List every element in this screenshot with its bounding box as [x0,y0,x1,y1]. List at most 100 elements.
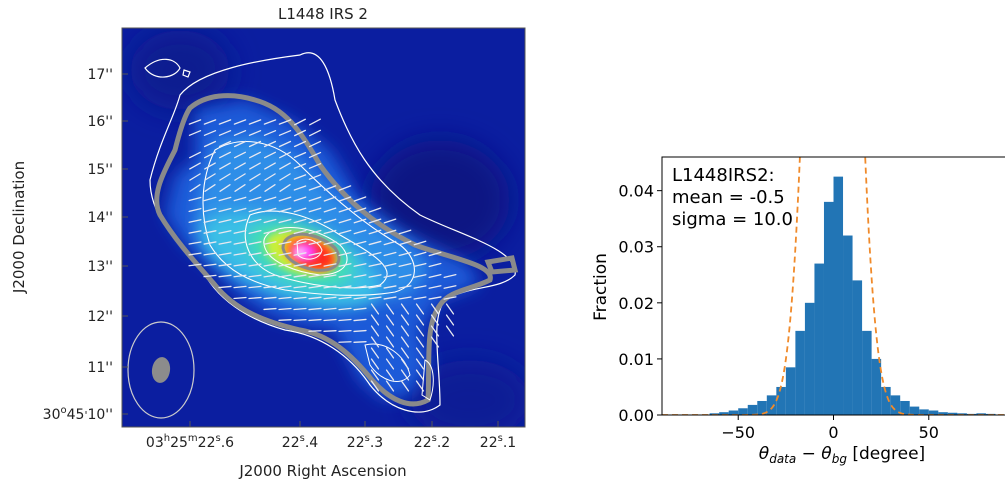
y-tick-label: 12'' [87,309,113,325]
histogram-bar [938,412,948,415]
y-tick-label: 0.02 [618,294,654,313]
polarization-segment [189,162,201,170]
polarization-segment [293,218,307,224]
polarization-segment [323,296,337,300]
polarization-segment [445,314,455,326]
polarization-segment [353,218,367,224]
polarization-segment [203,119,217,125]
polarization-segment [218,252,232,256]
polarization-segment [400,314,410,326]
polarization-segment [398,240,412,246]
polarization-segment [234,151,246,159]
polarization-segment [370,314,380,326]
polarization-segment [293,274,307,278]
polarization-segment [308,330,322,332]
histogram-bar [766,395,777,415]
polarization-segment [293,163,307,169]
polarization-segment [188,219,202,223]
polarization-segment [383,285,397,289]
polarization-segment [443,296,457,300]
polarization-segment [353,274,367,278]
polarization-segment [233,207,247,213]
polarization-segment [248,274,262,278]
polarization-segment [233,252,247,256]
polarization-segment [430,314,440,326]
x-tick-label: 0 [828,423,838,442]
x-tick-label: 50 [919,423,939,442]
polarization-segment [308,218,322,224]
polarization-segment [203,196,217,202]
polarization-segment [293,318,307,322]
polarization-segment [338,285,352,289]
polarization-segment [278,119,292,125]
polarization-segment [415,347,425,359]
polarization-segment [370,303,380,315]
polarization-segment [263,307,277,311]
polarization-segment [323,185,337,191]
x-tick-label: 22s.3 [347,433,383,451]
polarization-segment [293,196,307,202]
polarization-segment [233,119,247,125]
polarization-segment [188,196,202,202]
polarization-segment [248,196,262,202]
polarization-segment [400,303,410,315]
polarization-segment [398,274,412,278]
polarization-segment [308,296,322,300]
polarization-segment [338,263,352,267]
polarization-segment [249,151,261,159]
polarization-segment [219,151,231,159]
histogram-bar [947,412,958,415]
polarization-segment [188,230,202,234]
histogram-bar [795,330,805,415]
polarization-segment [218,263,232,267]
polarization-segment [278,241,292,245]
polarization-segment [400,325,410,337]
map-panel: L1448 IRS 2 [10,5,526,480]
polarization-segment [218,241,232,245]
polarization-segment [278,285,292,289]
polarization-segment [249,184,261,192]
polarization-segment [308,229,322,235]
polarization-segment [323,318,337,322]
polarization-segment [443,273,457,279]
polarization-segment [308,285,322,289]
polarization-segment [383,263,397,267]
polarization-segment [385,325,395,337]
polarization-segment [293,285,307,289]
polarization-segment [218,207,232,213]
polarization-segment [248,252,262,256]
polarization-segment [204,151,216,159]
polarization-segment [385,314,395,326]
polarization-segment [294,118,306,126]
histogram-bar [919,409,929,415]
y-origin-tick-label: 30o45'10'' [43,405,113,423]
histogram-bar [776,386,786,415]
polarization-segment [188,119,202,125]
histogram-bar [890,395,901,415]
polarization-segment [293,185,307,191]
polarization-segment [323,252,337,256]
polarization-segment [368,274,382,278]
polarization-segment [218,274,232,278]
polarization-segment [263,285,277,289]
polarization-segment [353,285,367,289]
map-frame [121,27,526,428]
polarization-segment [413,262,427,268]
polarization-segment [430,325,440,337]
polarization-segment [400,380,410,392]
histogram-bar [814,263,824,415]
polarization-segment [263,229,277,235]
polarization-segment [370,358,380,370]
polarization-segment [308,140,322,148]
polarization-segment [249,162,261,170]
map-image [122,28,525,427]
polarization-segment [428,251,442,257]
polarization-segment [278,319,292,321]
polarization-segment [323,330,337,332]
histogram-panel: 0.00 0.01 0.02 0.03 0.04 −50 0 50 L1448IRS2: me… [591,156,1005,466]
polarization-segment [338,296,352,300]
polarization-segment [308,274,322,278]
polarization-segment [278,130,292,136]
polarization-segment [323,229,337,235]
polarization-segment [398,296,412,300]
